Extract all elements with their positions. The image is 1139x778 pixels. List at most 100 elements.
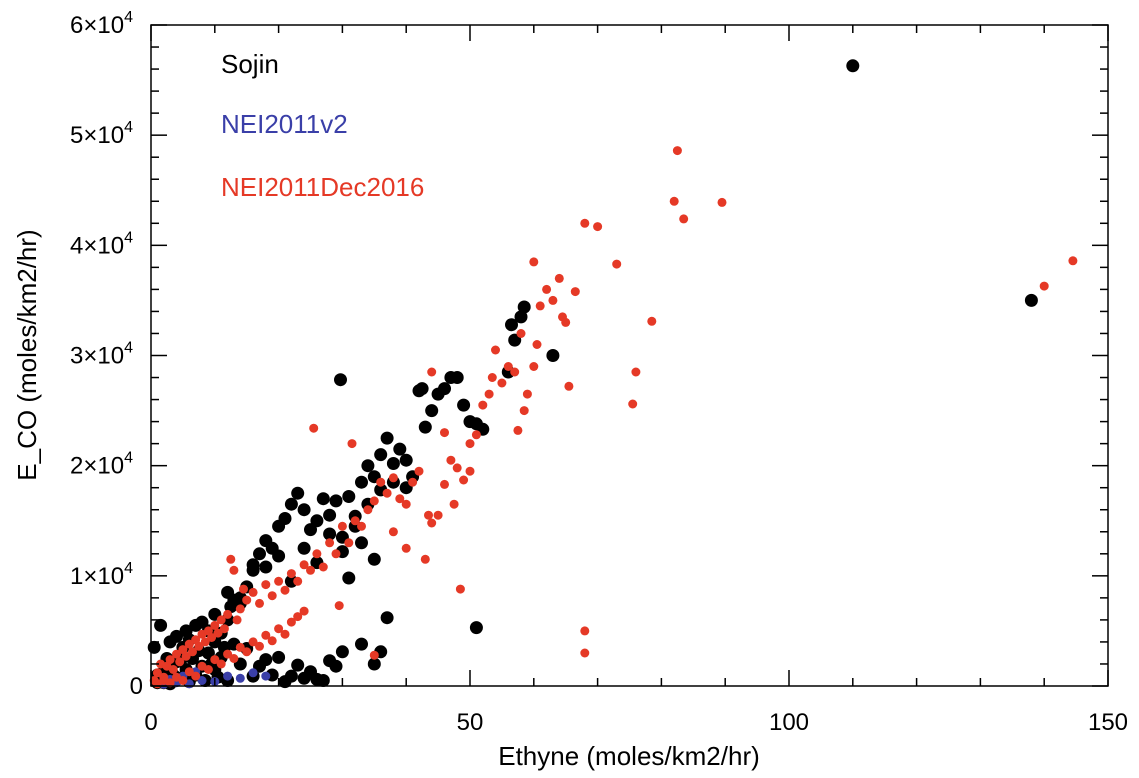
data-point <box>213 628 223 638</box>
data-point <box>465 466 475 476</box>
data-point <box>449 499 459 509</box>
data-point <box>376 477 386 487</box>
data-point <box>342 490 356 503</box>
data-point <box>226 554 236 564</box>
data-point <box>272 549 286 563</box>
x-tick-label: 150 <box>1088 709 1128 736</box>
data-point <box>316 674 330 687</box>
data-point <box>154 618 168 632</box>
data-point <box>631 367 641 377</box>
data-point <box>200 637 210 647</box>
data-point <box>355 637 368 651</box>
data-point <box>532 340 542 349</box>
data-point <box>388 527 398 537</box>
data-point <box>329 494 343 508</box>
series-2 <box>149 146 1078 689</box>
data-point <box>216 659 226 669</box>
data-point <box>425 404 439 418</box>
data-point <box>1039 281 1049 291</box>
data-point <box>529 362 539 371</box>
data-point <box>388 473 398 483</box>
data-point <box>672 146 682 156</box>
data-point <box>369 496 379 506</box>
data-point <box>415 382 429 396</box>
data-point <box>508 333 522 347</box>
tick-marks <box>150 24 1109 687</box>
data-point <box>242 647 252 657</box>
data-point <box>168 665 178 674</box>
data-point <box>344 538 354 548</box>
data-point <box>612 259 622 269</box>
data-point <box>297 541 311 555</box>
data-point <box>427 518 437 528</box>
data-point <box>399 453 413 467</box>
data-point <box>401 543 411 553</box>
data-layer <box>147 59 1078 691</box>
data-point <box>299 560 309 570</box>
data-point <box>246 558 260 572</box>
data-point <box>647 316 657 326</box>
data-point <box>291 658 305 672</box>
data-point <box>535 301 545 311</box>
data-point <box>459 475 469 485</box>
legend-item-sojin: Sojin <box>221 49 279 79</box>
data-point <box>427 367 437 377</box>
data-point <box>210 655 220 665</box>
data-point <box>255 598 264 608</box>
data-point <box>293 612 303 622</box>
legend-item-nei2011dec2016: NEI2011Dec2016 <box>221 172 424 202</box>
data-point <box>219 624 229 634</box>
data-point <box>259 653 273 667</box>
data-point <box>369 650 379 660</box>
data-point <box>1068 256 1078 266</box>
data-point <box>286 569 296 579</box>
data-point <box>478 400 488 410</box>
data-point <box>280 629 290 639</box>
data-point <box>679 214 689 224</box>
data-point <box>261 630 271 640</box>
data-point <box>316 492 330 506</box>
data-point <box>548 295 558 305</box>
data-point <box>152 668 162 678</box>
data-point <box>278 512 292 525</box>
data-point <box>323 527 337 541</box>
tick-labels: 0 50 100 150 0 1×104 2×104 3×104 4×104 5×104 6×104 <box>70 9 1128 736</box>
data-point <box>363 505 373 515</box>
data-point <box>280 585 290 595</box>
data-point <box>487 373 497 382</box>
data-point <box>229 654 239 663</box>
data-point <box>465 439 475 449</box>
y-tick-label: 2×104 <box>70 450 133 480</box>
data-point <box>235 642 245 652</box>
data-point <box>519 406 529 416</box>
data-point <box>522 389 532 399</box>
x-axis-label: Ethyne (moles/km2/hr) <box>498 741 760 771</box>
data-point <box>564 381 574 391</box>
data-point <box>433 510 443 520</box>
legend-item-nei2011v2: NEI2011v2 <box>221 109 348 139</box>
data-point <box>188 647 197 657</box>
data-point <box>248 637 258 647</box>
x-tick-label: 100 <box>769 709 809 736</box>
data-point <box>440 428 449 438</box>
y-tick-label: 0 <box>130 673 143 700</box>
data-point <box>580 218 590 228</box>
data-point <box>229 565 239 575</box>
data-point <box>235 604 245 614</box>
data-point <box>178 676 188 685</box>
data-point <box>440 479 449 489</box>
data-point <box>309 423 319 433</box>
y-tick-label: 1×104 <box>70 560 133 590</box>
data-point <box>242 595 252 605</box>
data-point <box>203 665 213 674</box>
data-point <box>239 584 248 594</box>
data-point <box>255 641 264 651</box>
data-point <box>355 536 368 550</box>
data-point <box>284 669 298 683</box>
data-point <box>223 671 233 681</box>
data-point <box>306 565 315 575</box>
data-point <box>274 624 284 634</box>
data-point <box>342 571 356 585</box>
data-point <box>267 591 277 601</box>
